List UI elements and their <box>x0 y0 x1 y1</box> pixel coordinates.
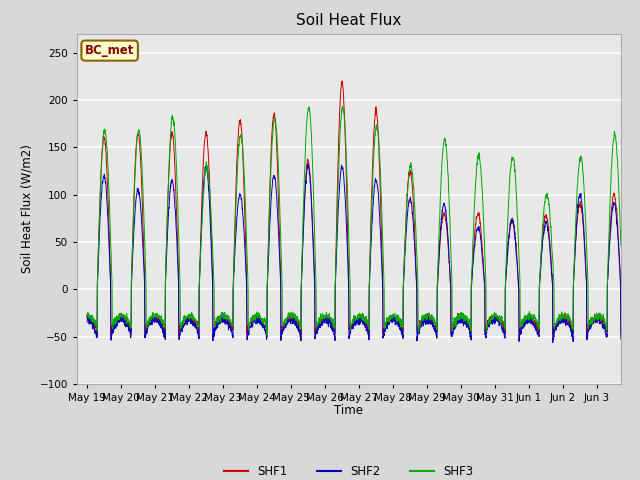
SHF1 <box>138 172 145 178</box>
Legend: SHF1, SHF2, SHF3: SHF1, SHF2, SHF3 <box>220 461 478 480</box>
SHF2 <box>138 216 145 221</box>
SHF2 <box>255 314 262 320</box>
SHF2 <box>83 319 91 325</box>
X-axis label: Time: Time <box>334 405 364 418</box>
SHF2 <box>304 161 312 167</box>
SHF1 <box>255 314 262 320</box>
SHF3 <box>620 318 627 324</box>
SHF3 <box>524 315 531 321</box>
SHF3 <box>138 151 145 156</box>
SHF3 <box>255 310 262 315</box>
Title: Soil Heat Flux: Soil Heat Flux <box>296 13 401 28</box>
SHF1 <box>524 313 531 319</box>
Line: SHF2: SHF2 <box>87 164 631 343</box>
SHF1 <box>83 315 91 321</box>
Line: SHF3: SHF3 <box>87 107 631 335</box>
SHF1 <box>339 78 346 84</box>
SHF2 <box>392 320 399 326</box>
SHF1 <box>620 322 627 327</box>
SHF3 <box>339 104 346 109</box>
SHF2 <box>549 340 557 346</box>
SHF1 <box>392 319 400 325</box>
SHF3 <box>392 314 400 320</box>
Y-axis label: Soil Heat Flux (W/m2): Soil Heat Flux (W/m2) <box>21 144 34 273</box>
SHF1 <box>554 317 562 323</box>
SHF2 <box>627 316 635 322</box>
Text: BC_met: BC_met <box>85 44 134 57</box>
SHF2 <box>620 323 627 329</box>
SHF1 <box>627 316 635 322</box>
SHF3 <box>627 311 635 317</box>
SHF3 <box>263 332 271 337</box>
SHF3 <box>83 314 91 320</box>
SHF1 <box>365 333 372 339</box>
SHF2 <box>554 324 562 329</box>
Line: SHF1: SHF1 <box>87 81 631 336</box>
SHF3 <box>554 319 562 324</box>
SHF2 <box>523 317 531 323</box>
